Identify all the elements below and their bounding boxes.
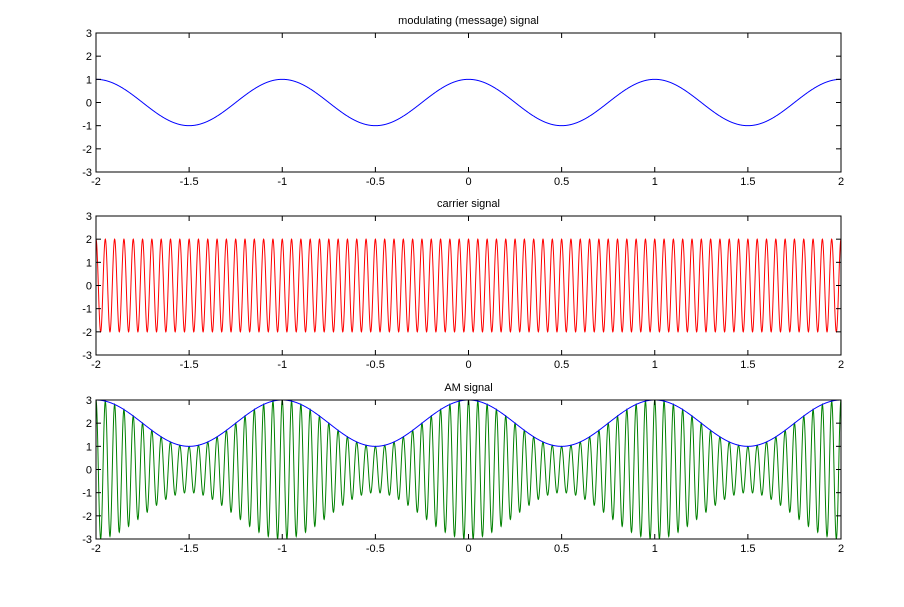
x-tick-label: 0 <box>465 359 471 371</box>
y-tick-label: -2 <box>82 144 92 156</box>
y-tick-label: -3 <box>82 534 92 546</box>
x-tick-label: 1.5 <box>740 176 755 188</box>
y-tick-label: 2 <box>86 418 92 430</box>
subplot-title: carrier signal <box>437 198 500 210</box>
y-tick-label: 3 <box>86 28 92 40</box>
x-tick-label: -0.5 <box>366 359 385 371</box>
subplot-title: AM signal <box>444 382 492 394</box>
plot-area <box>96 78 841 127</box>
x-tick-label: -2 <box>91 359 101 371</box>
series-carrier-line <box>96 238 841 333</box>
subplot-am: AM signal -2 -1.5 -1 -0.5 0 0.5 1 1.5 2-3-2-1012… <box>82 382 844 555</box>
x-tick-label: -1 <box>277 543 287 555</box>
y-tick-label: 0 <box>86 465 92 477</box>
y-tick-label: 1 <box>86 74 92 86</box>
x-tick-label: -2 <box>91 543 101 555</box>
x-tick-label: 1 <box>652 543 658 555</box>
subplot-title: modulating (message) signal <box>398 15 539 27</box>
y-tick-label: 0 <box>86 281 92 293</box>
y-tick-label: 3 <box>86 211 92 223</box>
series-am-signal-line <box>96 400 841 539</box>
y-tick-label: 1 <box>86 257 92 269</box>
subplot-carrier: carrier signal -2 -1.5 -1 -0.5 0 0.5 1 1.5 2-3-2… <box>82 198 844 371</box>
x-tick-label: -1.5 <box>180 359 199 371</box>
x-tick-label: -2 <box>91 176 101 188</box>
y-tick-label: 2 <box>86 234 92 246</box>
y-tick-label: 3 <box>86 395 92 407</box>
x-tick-label: 1 <box>652 359 658 371</box>
axes-frame <box>95 32 842 173</box>
x-tick-label: -0.5 <box>366 176 385 188</box>
x-tick-label: 1.5 <box>740 359 755 371</box>
y-tick-label: -1 <box>82 304 92 316</box>
plot-area <box>96 238 841 333</box>
y-tick-label: -1 <box>82 121 92 133</box>
x-tick-label: -1.5 <box>180 543 199 555</box>
y-tick-label: 2 <box>86 51 92 63</box>
y-tick-label: -1 <box>82 488 92 500</box>
x-tick-label: 0.5 <box>554 176 569 188</box>
y-tick-label: 0 <box>86 98 92 110</box>
x-tick-label: 0 <box>465 543 471 555</box>
subplot-message: modulating (message) signal -2 -1.5 -1 -0.5… <box>82 15 844 188</box>
series-envelope-line <box>96 400 841 447</box>
y-tick-label: -3 <box>82 167 92 179</box>
x-tick-label: 2 <box>838 359 844 371</box>
y-tick-label: -2 <box>82 327 92 339</box>
x-tick-label: 1.5 <box>740 543 755 555</box>
plot-area <box>96 400 841 539</box>
x-tick-label: -1 <box>277 359 287 371</box>
x-tick-label: 0.5 <box>554 359 569 371</box>
y-tick-label: 1 <box>86 441 92 453</box>
x-tick-label: 1 <box>652 176 658 188</box>
x-tick-label: -1.5 <box>180 176 199 188</box>
x-tick-label: 2 <box>838 176 844 188</box>
x-tick-label: 0 <box>465 176 471 188</box>
axes-frame <box>95 399 842 540</box>
x-tick-label: 2 <box>838 543 844 555</box>
series-message-line <box>96 78 841 127</box>
axes-frame <box>95 215 842 356</box>
y-tick-label: -3 <box>82 350 92 362</box>
x-tick-label: -1 <box>277 176 287 188</box>
x-tick-label: -0.5 <box>366 543 385 555</box>
y-tick-label: -2 <box>82 511 92 523</box>
x-tick-label: 0.5 <box>554 543 569 555</box>
